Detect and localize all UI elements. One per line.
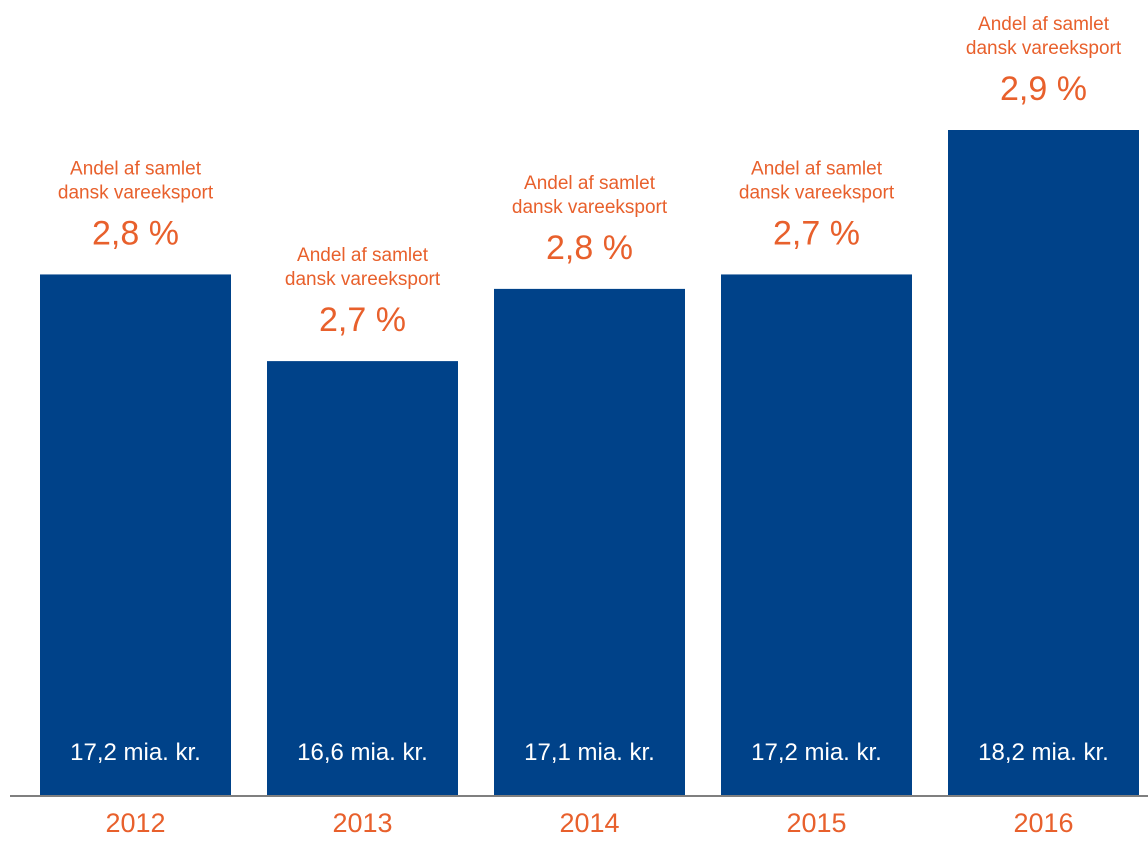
share-label-line2-2016: dansk vareeksport (966, 38, 1122, 59)
share-label-line1-2013: Andel af samlet (297, 245, 429, 266)
bar-value-label-2013: 16,6 mia. kr. (297, 739, 428, 766)
category-label-2015: 2015 (786, 808, 846, 838)
share-label-line1-2015: Andel af samlet (751, 158, 883, 179)
share-label-line1-2016: Andel af samlet (978, 14, 1110, 35)
bar-value-labels: 17,2 mia. kr. 16,6 mia. kr. 17,1 mia. kr. 1… (70, 739, 1109, 766)
bar-2014 (494, 288, 685, 796)
bar-2016 (948, 130, 1139, 796)
share-label-line2-2015: dansk vareeksport (739, 182, 895, 203)
share-label-line1-2014: Andel af samlet (524, 173, 656, 194)
bars-group (40, 130, 1139, 796)
share-annotations: Andel af samlet dansk vareeksport 2,8 % And… (58, 14, 1122, 339)
bar-2015 (721, 274, 912, 796)
share-label-line2-2013: dansk vareeksport (285, 269, 441, 290)
share-value-2012: 2,8 % (92, 214, 179, 252)
share-label-line1-2012: Andel af samlet (70, 158, 202, 179)
share-label-line2-2014: dansk vareeksport (512, 197, 668, 218)
category-labels: 2012 2013 2014 2015 2016 (105, 808, 1073, 838)
bar-2012 (40, 274, 231, 796)
bar-value-label-2016: 18,2 mia. kr. (978, 739, 1109, 766)
category-label-2013: 2013 (332, 808, 392, 838)
share-value-2015: 2,7 % (773, 214, 860, 252)
share-value-2014: 2,8 % (546, 229, 633, 267)
share-value-2013: 2,7 % (319, 301, 406, 339)
category-label-2016: 2016 (1013, 808, 1073, 838)
bar-value-label-2015: 17,2 mia. kr. (751, 739, 882, 766)
bar-2013 (267, 361, 458, 796)
share-value-2016: 2,9 % (1000, 70, 1087, 108)
category-label-2014: 2014 (559, 808, 619, 838)
share-label-line2-2012: dansk vareeksport (58, 182, 214, 203)
category-label-2012: 2012 (105, 808, 165, 838)
bar-value-label-2012: 17,2 mia. kr. (70, 739, 201, 766)
bar-value-label-2014: 17,1 mia. kr. (524, 739, 655, 766)
